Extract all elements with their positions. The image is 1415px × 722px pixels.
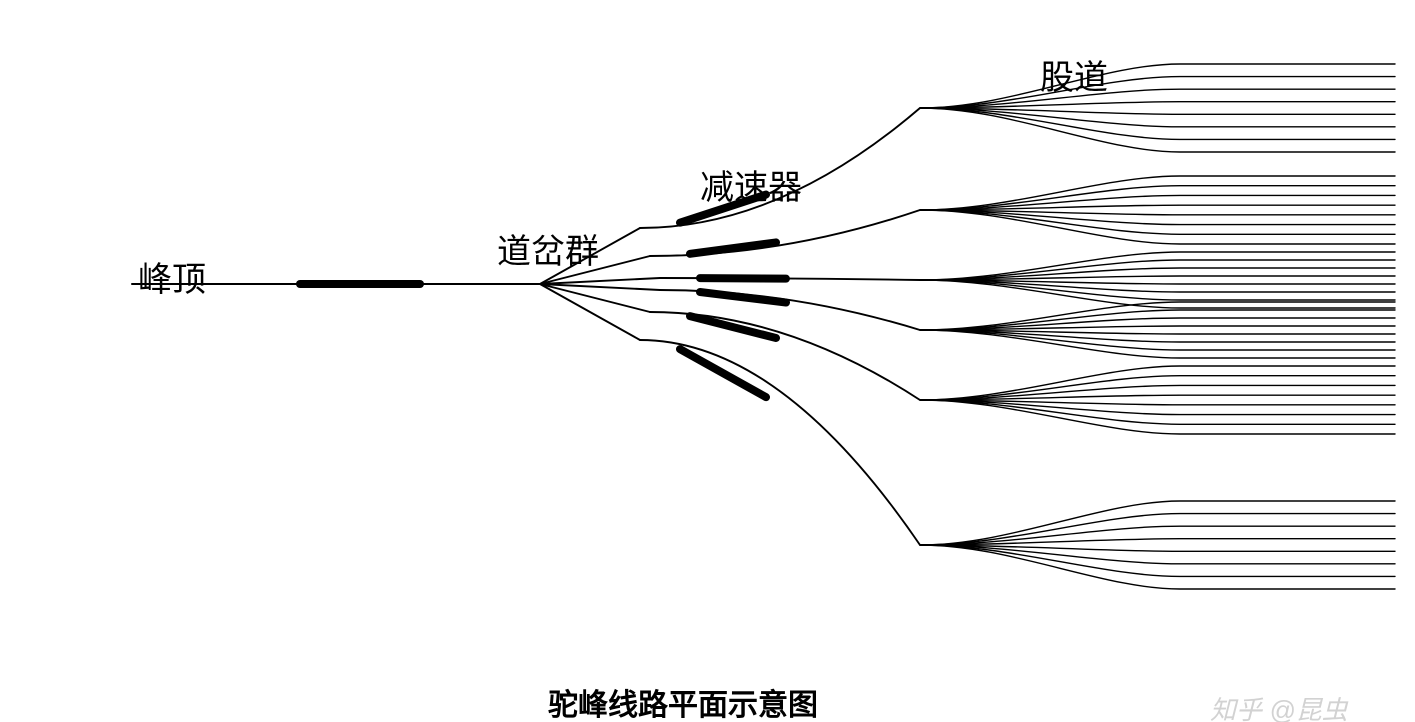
label-retarders: 减速器: [700, 160, 802, 209]
label-summit: 峰顶: [138, 252, 206, 301]
label-switches: 道岔群: [497, 224, 599, 273]
hump-yard-diagram: [0, 0, 1415, 722]
label-tracks: 股道: [1040, 50, 1108, 99]
figure-caption: 驼峰线路平面示意图: [548, 680, 818, 722]
watermark: 知乎 @昆虫: [1210, 690, 1348, 722]
